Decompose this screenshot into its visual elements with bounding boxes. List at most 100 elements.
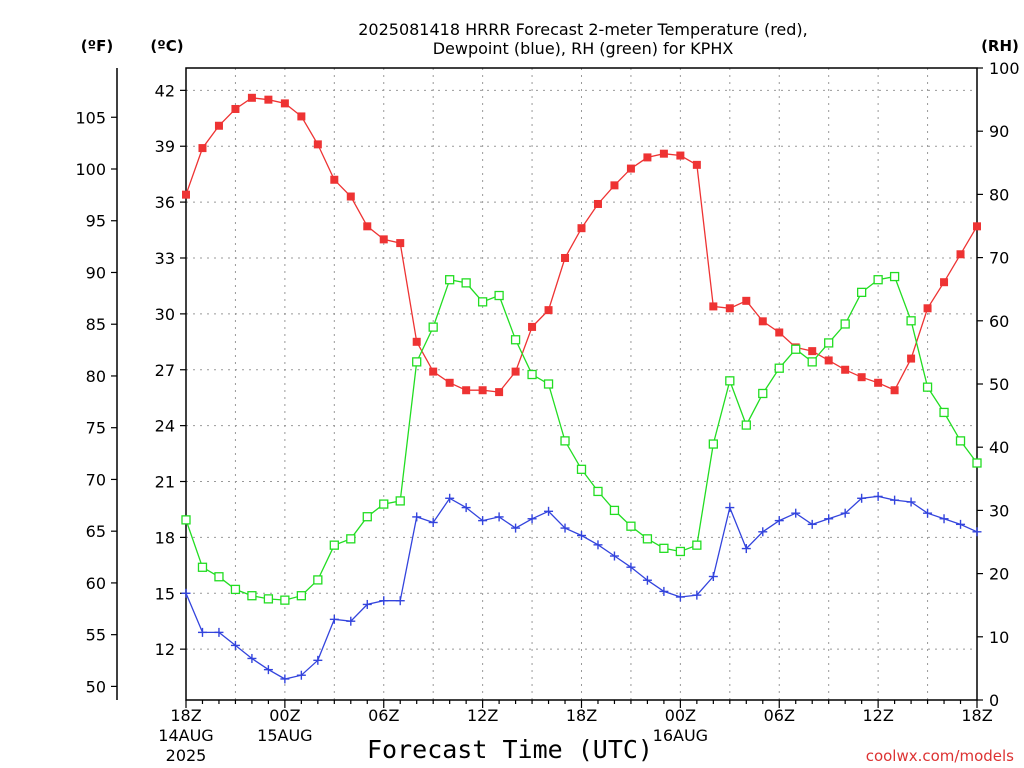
temperature-point [907, 354, 916, 363]
rh-axis-ticks: 0 10 20 30 40 50 60 70 80 90 100 [977, 59, 1020, 710]
dewpoint-point [428, 517, 438, 527]
rh-tick-label: 80 [989, 185, 1009, 204]
dewpoint-point [379, 596, 389, 606]
watermark-text: coolwx.com/models [866, 747, 1014, 765]
time-tick-label: 06Z [764, 706, 795, 725]
time-tick-year-label: 2025 [166, 746, 207, 765]
series-lines [181, 93, 982, 684]
dewpoint-point [412, 512, 422, 522]
temperature-point [593, 199, 602, 208]
unit-label-rh: (RH) [981, 37, 1019, 55]
dewpoint-point [329, 614, 339, 624]
rh-tick-label: 90 [989, 122, 1009, 141]
dewpoint-point [675, 592, 685, 602]
rh-point [725, 376, 735, 386]
rh-point [395, 496, 405, 506]
dewpoint-point [824, 514, 834, 524]
fahrenheit-tick-label: 95 [86, 212, 106, 231]
time-tick-date-label: 14AUG [158, 726, 213, 745]
temperature-point [956, 250, 965, 259]
dewpoint-point [214, 627, 224, 637]
dewpoint-point [346, 616, 356, 626]
temperature-point [280, 99, 289, 108]
dewpoint-point [923, 508, 933, 518]
rh-point [362, 512, 372, 522]
temperature-point [396, 239, 405, 248]
rh-point [263, 594, 274, 604]
dewpoint-point [708, 572, 718, 582]
rh-point [889, 271, 900, 282]
dewpoint-point [725, 503, 735, 513]
rh-point [774, 363, 784, 373]
time-tick-label: 12Z [467, 706, 498, 725]
celsius-tick-label: 24 [155, 417, 175, 436]
rh-point [280, 595, 290, 605]
temperature-point [824, 356, 833, 365]
temperature-point [462, 386, 471, 395]
rh-point [626, 521, 636, 531]
temperature-point [544, 306, 553, 315]
rh-point [428, 322, 438, 332]
temperature-point [643, 153, 652, 162]
rh-point [659, 543, 669, 553]
temperature-point [676, 151, 685, 160]
dewpoint-point [313, 655, 323, 665]
fahrenheit-tick-label: 60 [86, 574, 106, 593]
temperature-point [330, 175, 339, 184]
temperature-point [511, 367, 520, 376]
rh-tick-label: 30 [989, 501, 1009, 520]
rh-point [494, 290, 504, 301]
rh-tick-label: 50 [989, 375, 1009, 394]
temperature-point [412, 337, 421, 346]
rh-point [692, 540, 702, 550]
temperature-point [890, 386, 899, 395]
dewpoint-point [659, 586, 669, 596]
dewpoint-point [692, 590, 702, 600]
temperature-point [857, 373, 866, 382]
dewpoint-point [609, 551, 619, 561]
time-tick-date-label: 15AUG [257, 726, 312, 745]
dewpoint-point [296, 670, 306, 680]
rh-point [873, 275, 883, 285]
rh-point [939, 407, 949, 418]
rh-point [609, 505, 620, 516]
time-tick-label: 00Z [269, 706, 300, 725]
temperature-point [478, 386, 487, 395]
rh-point [527, 369, 537, 380]
rh-tick-label: 100 [989, 59, 1020, 78]
rh-point [708, 439, 718, 449]
temperature-point [247, 93, 256, 102]
temperature-point [610, 181, 619, 190]
rh-point [181, 515, 191, 525]
rh-point [840, 319, 850, 329]
dewpoint-point [741, 544, 751, 554]
time-tick-label: 18Z [170, 706, 201, 725]
x-axis-label: Forecast Time (UTC) [367, 735, 653, 764]
temperature-point [577, 224, 586, 233]
temperature-point [495, 388, 504, 397]
rh-tick-label: 0 [989, 691, 999, 710]
dewpoint-point [642, 575, 652, 585]
rh-tick-label: 10 [989, 628, 1009, 647]
rh-point [543, 379, 554, 389]
dewpoint-point [807, 519, 817, 529]
celsius-tick-label: 27 [155, 361, 175, 380]
fahrenheit-tick-label: 65 [86, 522, 106, 541]
dewpoint-point [593, 540, 603, 550]
time-tick-label: 18Z [566, 706, 597, 725]
rh-point [906, 316, 916, 326]
grid-lines [186, 68, 977, 700]
temperature-series [182, 93, 981, 397]
temperature-point [626, 164, 635, 173]
dewpoint-series [181, 491, 982, 684]
rh-series [181, 271, 982, 605]
temperature-point [775, 328, 784, 337]
dewpoint-point [263, 665, 273, 675]
rh-point [560, 436, 570, 446]
rh-point [972, 458, 982, 468]
dewpoint-point [445, 493, 455, 503]
temperature-point [758, 317, 767, 326]
temperature-point [214, 121, 223, 130]
temperature-point [692, 160, 701, 169]
rh-point [346, 534, 356, 544]
